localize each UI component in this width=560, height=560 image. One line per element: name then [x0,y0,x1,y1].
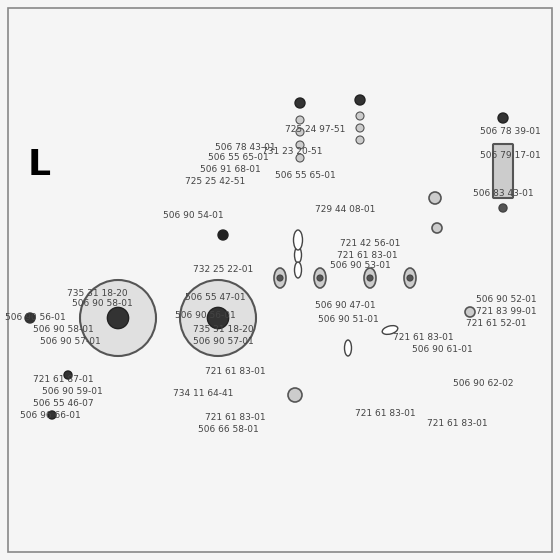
Ellipse shape [364,268,376,288]
Text: 506 90 56-01: 506 90 56-01 [175,310,236,320]
Ellipse shape [274,268,286,288]
Ellipse shape [344,340,352,356]
Ellipse shape [295,247,301,263]
Text: 506 83 43-01: 506 83 43-01 [473,189,534,198]
Text: 506 90 52-01: 506 90 52-01 [476,296,536,305]
Text: 731 23 20-51: 731 23 20-51 [262,147,323,156]
Circle shape [296,154,304,162]
Text: 735 31 18-20: 735 31 18-20 [193,325,254,334]
Ellipse shape [382,325,398,334]
Circle shape [429,192,441,204]
Text: 506 78 39-01: 506 78 39-01 [480,128,541,137]
Circle shape [498,113,508,123]
Circle shape [25,313,35,323]
Circle shape [356,136,364,144]
Text: 721 61 52-01: 721 61 52-01 [466,319,526,328]
Ellipse shape [295,262,301,278]
Text: 729 44 08-01: 729 44 08-01 [315,206,375,214]
Circle shape [48,411,56,419]
Circle shape [407,275,413,281]
Circle shape [317,275,323,281]
Text: 721 61 83-01: 721 61 83-01 [205,366,265,376]
Text: 506 90 51-01: 506 90 51-01 [318,315,379,324]
Text: 734 11 64-41: 734 11 64-41 [173,389,234,398]
Text: 506 90 47-01: 506 90 47-01 [315,301,376,310]
Text: 725 25 42-51: 725 25 42-51 [185,176,245,185]
Circle shape [288,388,302,402]
Text: 506 90 62-02: 506 90 62-02 [453,380,514,389]
Text: L: L [28,148,51,182]
Text: 506 90 53-01: 506 90 53-01 [330,262,391,270]
Text: 506 66 58-01: 506 66 58-01 [198,426,259,435]
FancyBboxPatch shape [493,144,513,198]
Circle shape [277,275,283,281]
Ellipse shape [404,268,416,288]
Circle shape [64,371,72,379]
Circle shape [296,116,304,124]
Text: 506 55 65-01: 506 55 65-01 [208,153,269,162]
Text: 721 61 83-01: 721 61 83-01 [355,408,416,418]
Text: 725 24 97-51: 725 24 97-51 [285,125,346,134]
Text: 506 90 56-01: 506 90 56-01 [5,314,66,323]
Text: 506 90 58-01: 506 90 58-01 [33,325,94,334]
Text: 506 90 57-01: 506 90 57-01 [40,337,101,346]
Circle shape [432,223,442,233]
Circle shape [355,95,365,105]
Text: 506 91 68-01: 506 91 68-01 [200,165,261,174]
Text: 506 55 47-01: 506 55 47-01 [185,293,246,302]
Circle shape [180,280,256,356]
Text: 506 90 59-01: 506 90 59-01 [42,388,102,396]
Text: 721 61 83-01: 721 61 83-01 [205,413,265,422]
Ellipse shape [293,230,302,250]
Circle shape [367,275,373,281]
Circle shape [295,98,305,108]
Text: 721 61 83-01: 721 61 83-01 [427,419,488,428]
Text: 506 96 66-01: 506 96 66-01 [20,410,81,419]
Circle shape [499,204,507,212]
Circle shape [356,112,364,120]
Circle shape [296,128,304,136]
Text: 506 90 58-01: 506 90 58-01 [72,300,133,309]
Text: 506 90 54-01: 506 90 54-01 [163,211,223,220]
Circle shape [218,230,228,240]
Ellipse shape [314,268,326,288]
Text: 506 55 65-01: 506 55 65-01 [275,170,336,180]
Text: 735 31 18-20: 735 31 18-20 [67,288,128,297]
Text: 732 25 22-01: 732 25 22-01 [193,265,253,274]
Text: 721 61 83-01: 721 61 83-01 [393,333,454,342]
Text: 721 61 87-01: 721 61 87-01 [33,376,94,385]
Circle shape [108,307,129,329]
Text: 506 90 57-01: 506 90 57-01 [193,337,254,346]
Text: 506 90 61-01: 506 90 61-01 [412,344,473,353]
Circle shape [296,141,304,149]
Text: 506 79 17-01: 506 79 17-01 [480,151,541,160]
Text: 721 42 56-01: 721 42 56-01 [340,240,400,249]
Text: 721 83 99-01: 721 83 99-01 [476,307,536,316]
Circle shape [465,307,475,317]
Circle shape [207,307,228,329]
Circle shape [356,124,364,132]
Circle shape [80,280,156,356]
Text: 506 55 46-07: 506 55 46-07 [33,399,94,408]
Text: 506 78 43-01: 506 78 43-01 [215,142,276,152]
Text: 721 61 83-01: 721 61 83-01 [337,250,398,259]
